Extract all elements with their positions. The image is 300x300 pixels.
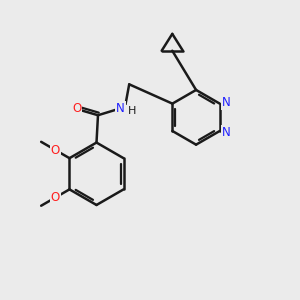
Text: O: O xyxy=(72,102,81,115)
Text: O: O xyxy=(51,143,60,157)
Text: O: O xyxy=(51,191,60,204)
Text: N: N xyxy=(116,102,125,115)
Text: H: H xyxy=(128,106,136,116)
Text: N: N xyxy=(222,126,231,139)
Text: N: N xyxy=(222,96,231,109)
